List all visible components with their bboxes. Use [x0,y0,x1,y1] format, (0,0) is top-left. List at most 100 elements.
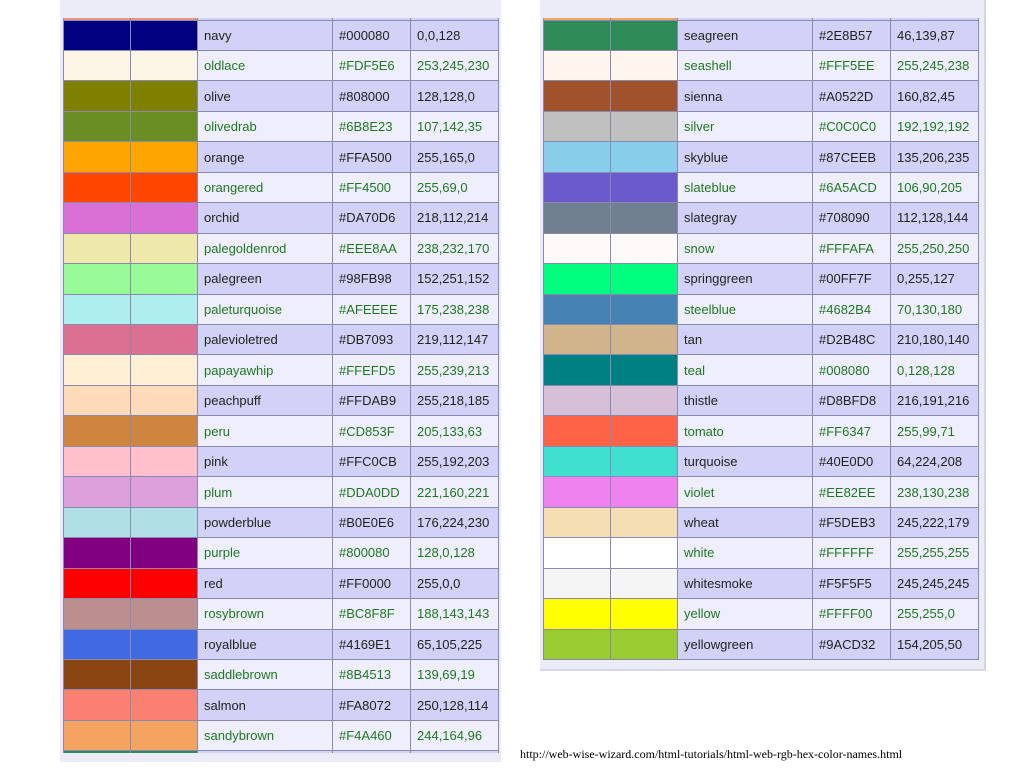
table-row: turquoise #40E0D0 64,224,208 [543,445,979,478]
color-name-cell: tomato [677,415,813,447]
hex-code-cell: #4169E1 [332,628,411,661]
rgb-value-cell: 255,99,71 [890,415,979,447]
table-row: purple #800080 128,0,128 [63,537,499,569]
rgb-value-cell: 205,133,63 [410,415,499,447]
color-swatch [543,110,611,143]
color-swatch [610,628,678,661]
table-row: palevioletred #DB7093 219,112,147 [63,324,499,356]
table-row: paleturquoise #AFEEEE 175,238,238 [63,293,499,326]
color-swatch [610,202,678,234]
color-swatch [130,476,198,508]
color-swatch [63,232,131,265]
color-swatch [543,445,611,478]
color-swatch [63,263,131,295]
table-row: seashell #FFF5EE 255,245,238 [543,49,979,82]
table-row: violet #EE82EE 238,130,238 [543,476,979,508]
color-name-cell: peru [197,415,333,447]
table-row: tan #D2B48C 210,180,140 [543,324,979,356]
rgb-value-cell: 255,218,185 [410,384,499,417]
color-swatch [130,628,198,661]
hex-code-cell: #F4A460 [332,719,411,752]
color-swatch [610,19,678,51]
color-name-cell: palegoldenrod [197,232,333,265]
color-swatch [543,415,611,447]
color-swatch [543,537,611,569]
table-row: rosybrown #BC8F8F 188,143,143 [63,598,499,630]
table-row: snow #FFFAFA 255,250,250 [543,232,979,265]
left-color-table-panel: navy #000080 0,0,128 oldlace #FDF5E6 253,245,… [60,0,501,762]
table-row: olive #808000 128,128,0 [63,80,499,112]
hex-code-cell: #DB7093 [332,324,411,356]
color-swatch [63,293,131,326]
color-swatch [63,415,131,447]
color-name-cell: silver [677,110,813,143]
color-name-cell: slateblue [677,171,813,204]
rgb-value-cell: 245,245,245 [890,567,979,600]
right-color-table: seagreen #2E8B57 46,139,87 seashell #FFF5EE 2… [543,18,979,661]
table-row: plum #DDA0DD 221,160,221 [63,476,499,508]
color-swatch [543,476,611,508]
color-name-cell: orchid [197,202,333,234]
hex-code-cell: #D2B48C [812,324,891,356]
color-swatch [63,476,131,508]
hex-code-cell: #708090 [812,202,891,234]
color-swatch [610,171,678,204]
color-name-cell: tan [677,324,813,356]
table-row: oldlace #FDF5E6 253,245,230 [63,49,499,82]
color-swatch [610,110,678,143]
rgb-value-cell: 255,0,0 [410,567,499,600]
color-name-cell: slategray [677,202,813,234]
rgb-value-cell: 250,128,114 [410,689,499,721]
color-name-cell: teal [677,354,813,386]
color-swatch [63,110,131,143]
rgb-value-cell: 139,69,19 [410,659,499,691]
table-row: red #FF0000 255,0,0 [63,567,499,600]
hex-code-cell: #00FF7F [812,263,891,295]
rgb-value-cell: 244,164,96 [410,719,499,752]
rgb-value-cell: 238,130,238 [890,476,979,508]
color-swatch [63,80,131,112]
rgb-value-cell: 46,139,87 [890,19,979,51]
color-swatch [63,567,131,600]
color-name-cell: turquoise [677,445,813,478]
color-swatch [130,689,198,721]
rgb-value-cell: 210,180,140 [890,324,979,356]
color-swatch [610,415,678,447]
color-swatch [610,598,678,630]
rgb-value-cell: 192,192,192 [890,110,979,143]
color-name-cell: seashell [677,49,813,82]
source-url[interactable]: http://web-wise-wizard.com/html-tutorial… [520,747,903,761]
table-row: saddlebrown #8B4513 139,69,19 [63,659,499,691]
color-name-cell: saddlebrown [197,659,333,691]
color-name-cell: royalblue [197,628,333,661]
color-swatch [543,628,611,661]
color-swatch [610,324,678,356]
rgb-value-cell: 154,205,50 [890,628,979,661]
color-swatch [63,445,131,478]
color-name-cell: peachpuff [197,384,333,417]
rgb-value-cell: 107,142,35 [410,110,499,143]
table-row: pink #FFC0CB 255,192,203 [63,445,499,478]
rgb-value-cell: 176,224,230 [410,506,499,539]
color-swatch [130,659,198,691]
color-swatch [543,293,611,326]
color-swatch [610,445,678,478]
hex-code-cell: #800080 [332,537,411,569]
hex-code-cell: #CD853F [332,415,411,447]
color-name-cell: red [197,567,333,600]
color-swatch [63,537,131,569]
color-swatch [610,506,678,539]
color-swatch [63,628,131,661]
hex-code-cell: #D8BFD8 [812,384,891,417]
color-swatch [130,232,198,265]
hex-code-cell: #98FB98 [332,263,411,295]
color-swatch [130,293,198,326]
hex-code-cell: #000080 [332,19,411,51]
color-name-cell: rosybrown [197,598,333,630]
color-name-cell: thistle [677,384,813,417]
color-swatch [63,598,131,630]
hex-code-cell: #FFC0CB [332,445,411,478]
color-name-cell: yellow [677,598,813,630]
color-swatch [130,445,198,478]
rgb-value-cell: 255,192,203 [410,445,499,478]
